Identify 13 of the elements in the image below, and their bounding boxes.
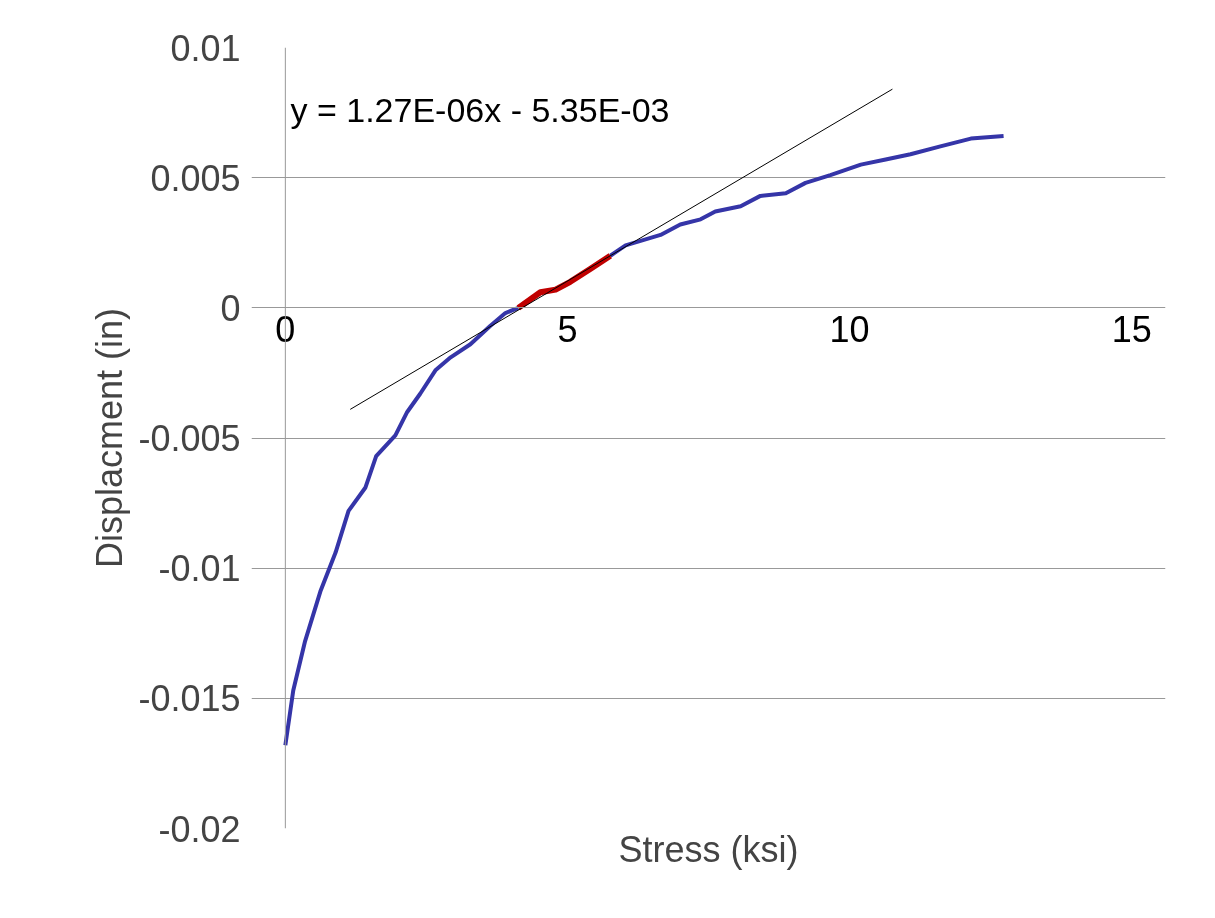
x-tick-label: 15 — [1111, 308, 1152, 350]
y-tick-label: -0.01 — [158, 548, 241, 590]
y-axis-title: Displacment (in) — [89, 307, 131, 569]
x-tick-label: 0 — [275, 308, 296, 350]
y-tick-label: 0.01 — [170, 27, 241, 69]
y-tick-label: -0.015 — [138, 678, 241, 720]
x-axis-title: Stress (ksi) — [618, 828, 799, 870]
y-tick-label: 0.005 — [150, 157, 241, 199]
y-tick-label: -0.005 — [138, 418, 241, 459]
y-tick-label: -0.02 — [158, 808, 241, 850]
annotation: y = 1.27E-06x - 5.35E-03 — [290, 90, 670, 129]
x-tick-label: 5 — [557, 308, 578, 350]
x-tick-label: 10 — [829, 308, 870, 350]
